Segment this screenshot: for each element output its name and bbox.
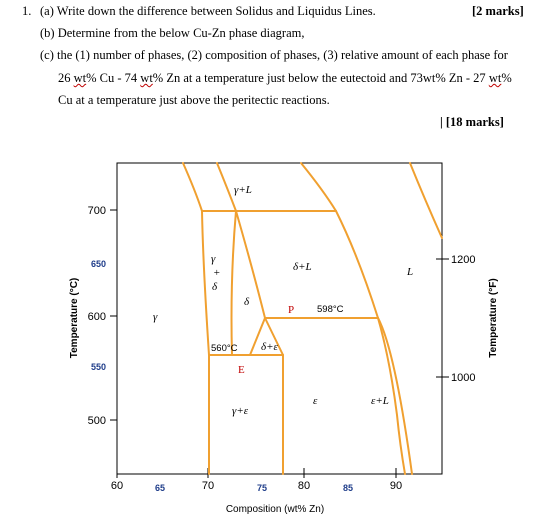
- spell-flag: wt: [488, 71, 502, 85]
- bottom-axis-ticks: [116, 468, 397, 478]
- text-segment: 26: [58, 71, 74, 85]
- label-gamma-L: γ+L: [234, 184, 252, 196]
- delta-eutectoid-right: [264, 317, 284, 356]
- liquidus-gamma: [182, 162, 203, 212]
- question-part-c-line3: Cu at a temperature just above the perit…: [58, 93, 330, 107]
- text-segment: % Cu - 74: [86, 71, 141, 85]
- epsilon-L-boundary: [377, 317, 413, 475]
- plot-frame: [116, 162, 443, 475]
- solidus-gamma: [216, 162, 237, 212]
- phase-boundaries: [182, 162, 443, 475]
- y-tick-550: 550: [91, 362, 106, 372]
- liquidus-delta-L: [335, 210, 379, 319]
- label-eutectoid-E: E: [238, 364, 245, 376]
- delta-eutectoid-left: [249, 317, 266, 356]
- question-number: 1.: [22, 4, 32, 18]
- label-gamma-left: γ: [153, 311, 158, 323]
- label-delta-region: δ: [244, 296, 250, 308]
- y-axis-left-title: Temperature (°C): [69, 278, 80, 359]
- spell-flag: wt: [140, 71, 153, 85]
- x-tick-65: 65: [155, 483, 165, 493]
- delta-boundary-left: [235, 210, 266, 319]
- spell-flag: wt: [73, 71, 87, 85]
- label-epsilon-L: ε+L: [371, 395, 389, 407]
- epsilon-right-boundary: [377, 317, 406, 475]
- liquidus-delta-top: [300, 162, 337, 212]
- question-part-c-line2: 26 wt% Cu - 74 wt% Zn at a temperature j…: [58, 71, 512, 86]
- x-tick-90: 90: [390, 480, 402, 492]
- label-plus: +: [213, 267, 220, 279]
- label-delta-small: δ: [212, 281, 218, 293]
- label-598C: 598°C: [317, 304, 344, 315]
- liquidus-upper-right: [409, 162, 443, 239]
- marks-part-c: | [18 marks]: [440, 115, 504, 129]
- right-axis-ticks: [436, 258, 449, 378]
- label-epsilon: ε: [313, 395, 318, 407]
- x-tick-60: 60: [111, 480, 123, 492]
- label-delta-L: δ+L: [293, 261, 312, 273]
- label-peritectic-P: P: [288, 304, 294, 316]
- y-tick-600: 600: [88, 311, 106, 323]
- y-tick-650: 650: [91, 259, 106, 269]
- text-segment: % Zn at a temperature just below the eut…: [152, 71, 489, 85]
- x-tick-85: 85: [343, 483, 353, 493]
- question-part-b: (b) Determine from the below Cu-Zn phase…: [40, 26, 305, 40]
- y-tick-500: 500: [88, 415, 106, 427]
- gamma-solvus: [201, 210, 210, 475]
- label-gamma-top: γ: [211, 253, 216, 265]
- label-delta-epsilon: δ+ε: [261, 341, 279, 353]
- y-tick-700: 700: [88, 205, 106, 217]
- x-tick-75: 75: [257, 483, 267, 493]
- left-axis-ticks: [110, 209, 117, 421]
- text-segment: %: [501, 71, 512, 85]
- label-560C: 560°C: [211, 343, 238, 354]
- label-gamma-epsilon: γ+ε: [232, 405, 249, 417]
- label-L: L: [406, 266, 413, 278]
- x-axis-title: Composition (wt% Zn): [226, 504, 324, 515]
- x-tick-70: 70: [202, 480, 214, 492]
- marks-part-a: [2 marks]: [472, 4, 524, 18]
- question-part-c-line1: (c) the (1) number of phases, (2) compos…: [40, 48, 508, 62]
- y-axis-right-title: Temperature (°F): [488, 278, 499, 357]
- y-right-tick-1000: 1000: [451, 372, 475, 384]
- x-tick-80: 80: [298, 480, 310, 492]
- gamma-delta-right: [230, 210, 237, 356]
- y-right-tick-1200: 1200: [451, 254, 475, 266]
- question-part-a: (a) Write down the difference between So…: [40, 4, 376, 18]
